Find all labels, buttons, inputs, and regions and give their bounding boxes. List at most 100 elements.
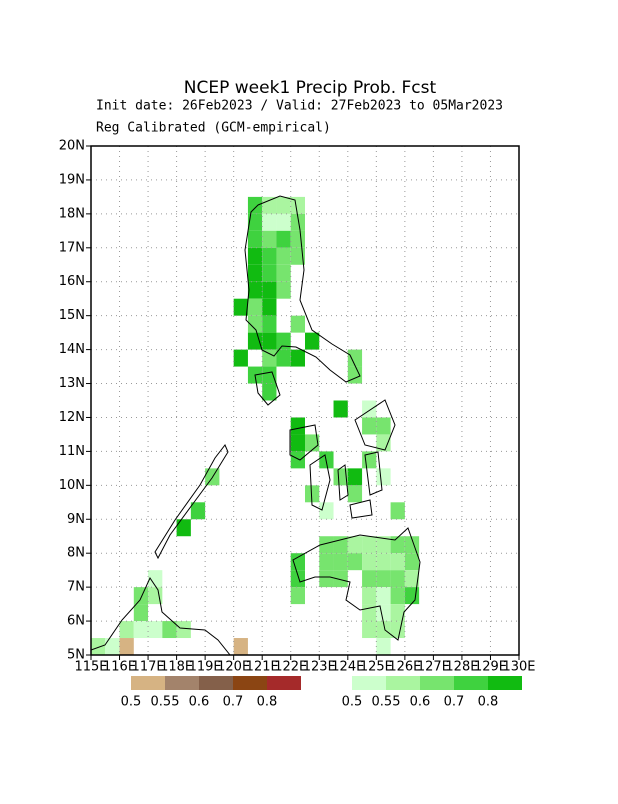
prob-cell <box>148 570 163 588</box>
prob-cell <box>262 315 277 333</box>
prob-cell <box>347 468 363 486</box>
title: NCEP week1 Precip Prob. Fcst <box>184 78 437 98</box>
prob-cell <box>290 553 305 571</box>
prob-cell <box>404 587 420 605</box>
y-tick-label: 17N <box>59 240 85 255</box>
legend-label: 0.6 <box>189 695 210 710</box>
prob-cell <box>247 281 263 299</box>
prob-cell <box>262 213 277 231</box>
prob-cell <box>133 621 149 639</box>
prob-cell <box>190 502 206 520</box>
prob-cell <box>376 570 391 588</box>
prob-cell <box>305 485 320 503</box>
legend-swatch <box>352 676 386 690</box>
prob-cell <box>390 553 405 571</box>
x-tick-label: 128E <box>445 660 478 675</box>
legend-label: 0.55 <box>151 695 180 710</box>
legend-swatch <box>420 676 454 690</box>
prob-cell <box>290 196 305 214</box>
prob-cell <box>176 519 191 537</box>
x-tick-label: 125E <box>360 660 393 675</box>
prob-cell <box>390 536 405 554</box>
prob-cell <box>290 230 305 248</box>
x-tick-label: 122E <box>274 660 307 675</box>
prob-cell <box>376 417 391 435</box>
y-tick-label: 8N <box>67 546 85 561</box>
legend-swatch <box>233 676 267 690</box>
y-tick-label: 11N <box>59 444 85 459</box>
prob-cell <box>105 638 120 655</box>
y-tick-label: 10N <box>59 478 85 493</box>
x-tick-label: 127E <box>417 660 450 675</box>
legend-swatch <box>267 676 301 690</box>
prob-cell <box>362 621 377 639</box>
x-tick-label: 117E <box>132 660 165 675</box>
prob-cell <box>233 298 248 316</box>
coast-mindanao <box>292 527 421 641</box>
y-tick-label: 5N <box>67 648 85 663</box>
prob-cell <box>262 332 277 350</box>
prob-cell <box>148 621 163 639</box>
prob-cell <box>376 587 391 605</box>
legend-label: 0.5 <box>121 695 142 710</box>
prob-cell <box>362 400 377 418</box>
prob-cell <box>390 570 405 588</box>
prob-cell <box>390 502 405 520</box>
coast-panay <box>289 424 319 461</box>
legend-swatch <box>165 676 199 690</box>
prob-cell <box>276 349 291 367</box>
prob-cell <box>133 587 149 605</box>
legend: 0.5 0.55 0.6 0.7 0.8 0.5 0.55 0.6 0.7 0.8 <box>121 676 522 710</box>
coast-samar <box>354 399 396 451</box>
prob-cell <box>362 570 377 588</box>
prob-cell <box>262 281 277 299</box>
prob-cell <box>362 587 377 605</box>
x-tick-label: 121E <box>246 660 279 675</box>
y-tick-label: 14N <box>59 342 85 357</box>
legend-label: 0.5 <box>342 695 363 710</box>
prob-cell <box>362 553 377 571</box>
legend-label: 0.8 <box>478 695 499 710</box>
legend-label: 0.8 <box>257 695 278 710</box>
prob-cell <box>290 247 305 265</box>
coast-negros <box>309 454 331 511</box>
legend-label: 0.6 <box>410 695 431 710</box>
x-tick-label: 115E <box>74 660 107 675</box>
prob-cell <box>319 553 334 571</box>
prob-cell <box>376 536 391 554</box>
x-tick-label: 124E <box>331 660 364 675</box>
coast-palawan <box>154 444 229 560</box>
prob-cell <box>376 468 391 486</box>
x-tick-label: 130E <box>502 660 535 675</box>
legend-swatch <box>131 676 165 690</box>
prob-cell <box>133 604 149 622</box>
prob-cell <box>290 349 305 367</box>
prob-cell <box>247 298 263 316</box>
prob-cell <box>247 332 263 350</box>
coast-leyte <box>364 451 383 496</box>
legend-label: 0.55 <box>372 695 401 710</box>
prob-cell <box>319 570 334 588</box>
prob-cell <box>390 587 405 605</box>
prob-cell <box>347 349 363 367</box>
x-tick-label: 119E <box>189 660 222 675</box>
legend-label: 0.7 <box>444 695 465 710</box>
prob-cell <box>290 417 305 435</box>
prob-cell <box>404 570 420 588</box>
prob-cell <box>233 638 248 655</box>
legend-label: 0.7 <box>223 695 244 710</box>
prob-cell <box>247 230 263 248</box>
prob-cell <box>319 536 334 554</box>
prob-cell <box>376 553 391 571</box>
legend-swatch <box>488 676 522 690</box>
prob-cell <box>290 315 305 333</box>
prob-cell <box>247 247 263 265</box>
prob-cell <box>262 230 277 248</box>
prob-cell <box>376 604 391 622</box>
prob-cell <box>262 264 277 282</box>
y-tick-label: 20N <box>59 139 85 154</box>
prob-cell <box>362 604 377 622</box>
prob-cell <box>305 332 320 350</box>
prob-cell <box>362 417 377 435</box>
